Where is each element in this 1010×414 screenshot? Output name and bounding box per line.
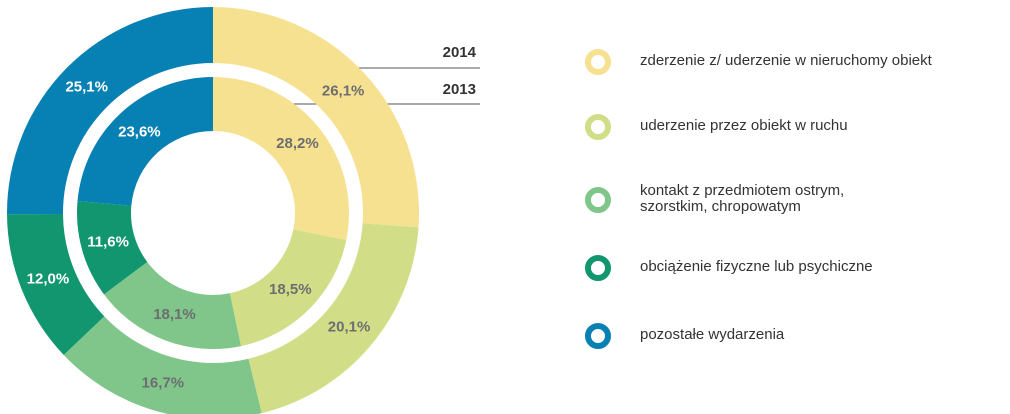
data-label: 18,5% (269, 281, 312, 298)
data-label: 23,6% (118, 124, 161, 141)
series-label: 2013 (443, 81, 476, 98)
donut-segment (77, 201, 148, 295)
donut-segment (63, 316, 262, 414)
legend-marker (585, 114, 611, 140)
legend-label: kontakt z przedmiotem ostrym, szorstkim,… (640, 182, 845, 215)
donut-segment (213, 7, 419, 228)
data-label: 25,1% (65, 78, 108, 95)
donut-segment (103, 262, 241, 349)
donut-segment (77, 77, 214, 206)
data-label: 12,0% (27, 271, 70, 288)
donut-segment (7, 7, 213, 215)
donut-segment (229, 229, 347, 347)
legend-marker (585, 187, 611, 213)
donut-segment (248, 223, 419, 414)
donut-segment (7, 213, 105, 355)
series-label: 2014 (443, 44, 477, 61)
data-label: 28,2% (276, 135, 319, 152)
data-label: 16,7% (142, 375, 185, 392)
legend-label: uderzenie przez obiekt w ruchu (640, 117, 848, 134)
legend-label: zderzenie z/ uderzenie w nieruchomy obie… (640, 52, 932, 69)
data-label: 18,1% (153, 306, 196, 323)
data-label: 20,1% (328, 319, 371, 336)
legend-label: pozostałe wydarzenia (640, 326, 785, 343)
legend-marker (585, 255, 611, 281)
data-label: 26,1% (322, 83, 365, 100)
donut-segment (213, 77, 349, 241)
legend-label: obciążenie fizyczne lub psychiczne (640, 258, 873, 275)
legend-marker (585, 323, 611, 349)
legend-marker (585, 49, 611, 75)
data-label: 11,6% (87, 234, 129, 251)
